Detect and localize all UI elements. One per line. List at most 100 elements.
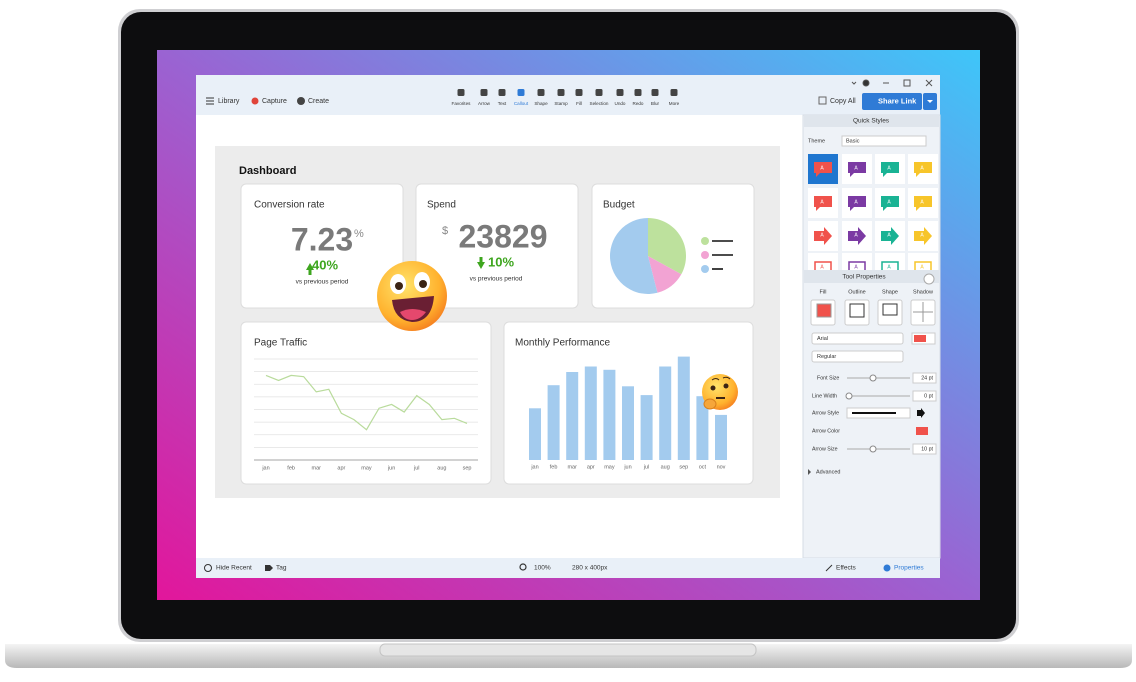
x-tick-label: jun	[387, 465, 395, 471]
status-item[interactable]: Hide Recent	[216, 565, 252, 572]
icon	[519, 563, 527, 571]
tool-icon	[651, 89, 659, 96]
slider-knob[interactable]	[869, 445, 877, 453]
legend-dot	[701, 265, 709, 273]
color	[916, 427, 928, 435]
dropdown[interactable]	[811, 332, 904, 345]
x-tick-label: jul	[413, 465, 420, 471]
tool-icon	[616, 89, 624, 96]
status-item[interactable]: 100%	[534, 565, 551, 572]
icon	[825, 564, 833, 572]
property-value: 24 pt	[921, 375, 933, 381]
toolbar-button[interactable]: Capture	[262, 98, 287, 105]
bar	[659, 366, 672, 460]
tool-button[interactable]: Stamp	[554, 101, 568, 106]
tool-button[interactable]: Arrow	[478, 101, 491, 106]
x-tick-label: jan	[530, 464, 538, 470]
x-tick-label: may	[604, 464, 615, 470]
eye	[710, 385, 716, 391]
status-item[interactable]: Effects	[836, 565, 857, 572]
slider-knob[interactable]	[845, 392, 853, 400]
theme-value: Basic	[846, 138, 860, 144]
down-arrow	[477, 257, 485, 269]
kpi-change: 10%	[488, 254, 514, 269]
toolbar-button[interactable]: Library	[218, 98, 240, 105]
x-tick-label: jul	[643, 464, 650, 470]
value-box	[912, 443, 937, 455]
pie-slice	[648, 218, 687, 275]
tab-label: Shadow	[913, 289, 933, 295]
bar	[622, 386, 634, 460]
status-item[interactable]: Tag	[276, 565, 287, 572]
tool-icon	[457, 89, 465, 96]
outline-swatch	[849, 303, 865, 318]
tool-icon	[670, 89, 678, 96]
icon[interactable]	[903, 79, 911, 87]
tool-button[interactable]: Shape	[534, 101, 548, 106]
tongue	[400, 309, 426, 320]
bar	[677, 356, 690, 460]
style-shape	[848, 162, 866, 177]
tool-button[interactable]: Fill	[576, 101, 582, 106]
fill-swatch	[816, 303, 832, 318]
share-link: Share Link	[878, 96, 917, 105]
kpi-note: vs previous period	[296, 279, 349, 286]
tool-icon	[480, 89, 488, 96]
dropdown[interactable]	[841, 135, 927, 147]
kpi-value: 7.23	[291, 221, 353, 257]
tool-icon	[517, 89, 525, 96]
tool-button[interactable]: More	[669, 101, 680, 106]
panel-header	[804, 115, 939, 127]
style-shape	[881, 227, 899, 245]
status-bar	[196, 558, 940, 578]
icon	[862, 79, 870, 87]
tool-button[interactable]: Favorites	[452, 101, 472, 106]
card-title: Page Traffic	[254, 338, 307, 349]
bar	[547, 385, 560, 460]
x-tick-label: mar	[312, 465, 322, 471]
toolbar-button[interactable]: Create	[308, 98, 329, 105]
kpi-unit: %	[354, 228, 364, 240]
dropdown[interactable]	[811, 350, 904, 363]
tool-button[interactable]: Undo	[615, 101, 626, 106]
x-tick-label: mar	[567, 464, 577, 470]
tool-button[interactable]: Blur	[651, 101, 660, 106]
slider-knob[interactable]	[869, 374, 877, 382]
tab-label: Outline	[848, 289, 865, 295]
icon	[883, 564, 891, 572]
font-style: Regular	[817, 354, 836, 360]
card-title: Conversion rate	[254, 200, 325, 211]
x-tick-label: feb	[287, 465, 295, 471]
card-title: Spend	[427, 200, 456, 211]
theme-label: Theme	[808, 138, 825, 144]
trackpad-notch	[379, 643, 757, 657]
kpi-value: 23829	[459, 218, 548, 254]
brow	[711, 376, 731, 381]
copy-all[interactable]: Copy All	[830, 98, 856, 105]
kpi-currency: $	[442, 225, 448, 237]
x-tick-label: aug	[437, 465, 446, 471]
toolbar	[196, 75, 940, 115]
style-shape	[848, 227, 866, 245]
property-value: 10 pt	[921, 446, 933, 452]
status-item[interactable]: 280 x 400px	[572, 565, 608, 572]
style-letter: A	[820, 264, 824, 270]
style-shape	[814, 227, 832, 245]
bar	[584, 366, 597, 460]
icon[interactable]	[925, 79, 933, 87]
tool-button[interactable]: Text	[498, 101, 507, 106]
panel-header	[804, 270, 939, 283]
panel-title: Quick Styles	[853, 118, 890, 125]
property-label: Arrow Style	[812, 410, 839, 416]
window-controls	[851, 79, 933, 87]
kpi-note: vs previous period	[470, 276, 523, 283]
tool-button[interactable]: Callout	[514, 101, 529, 106]
style-letter: A	[920, 232, 924, 238]
eye	[723, 383, 729, 389]
tool-button[interactable]: Selection	[590, 101, 609, 106]
tool-button[interactable]: Redo	[633, 101, 644, 106]
status-item[interactable]: Properties	[894, 565, 924, 572]
style-shape	[881, 162, 899, 177]
share-button[interactable]	[862, 93, 922, 110]
legend-dot	[701, 251, 709, 259]
